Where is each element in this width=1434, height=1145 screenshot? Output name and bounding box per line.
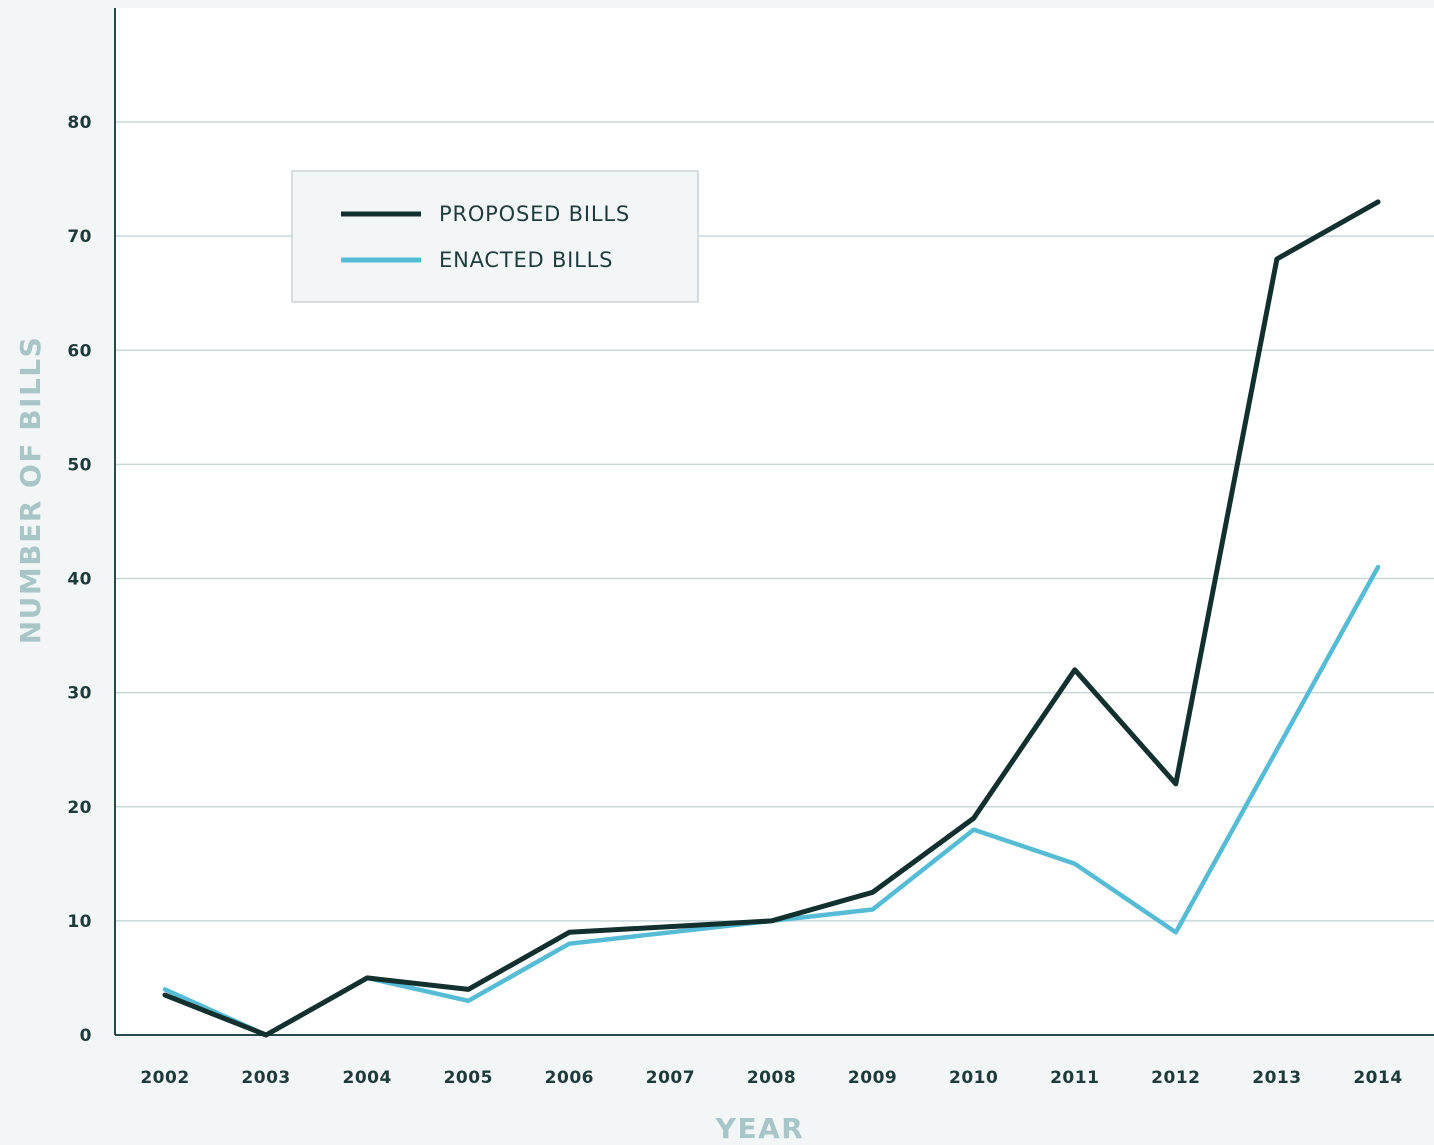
- legend-label-enacted: ENACTED BILLS: [439, 248, 613, 272]
- series-lines: [162, 199, 1381, 1038]
- y-tick-labels: 0 10 20 30 40 50 60 70 80: [67, 113, 92, 1046]
- legend-box: [291, 170, 699, 303]
- x-tick-label-2002: 2002: [140, 1068, 189, 1088]
- x-tick-label-2006: 2006: [545, 1068, 594, 1088]
- x-tick-label-2005: 2005: [444, 1068, 493, 1088]
- x-tick-labels: 2002 2003 2004 2005 2006 2007 2008 2009 2010 2011…: [140, 1068, 1402, 1088]
- y-tick-label-10: 10: [67, 912, 92, 932]
- y-tick-label-40: 40: [67, 570, 92, 590]
- plot-area: [115, 8, 1434, 1035]
- y-tick-label-0: 0: [80, 1026, 92, 1046]
- y-tick-label-50: 50: [67, 455, 92, 475]
- x-tick-label-2013: 2013: [1252, 1068, 1301, 1088]
- legend: PROPOSED BILLS ENACTED BILLS: [291, 170, 699, 303]
- x-tick-label-2011: 2011: [1050, 1068, 1099, 1088]
- series-line-proposed-bills: [162, 199, 1381, 1038]
- x-tick-label-2008: 2008: [747, 1068, 796, 1088]
- y-tick-label-30: 30: [67, 684, 92, 704]
- y-tick-label-80: 80: [67, 113, 92, 133]
- x-tick-label-2012: 2012: [1151, 1068, 1200, 1088]
- x-tick-label-2014: 2014: [1353, 1068, 1402, 1088]
- x-tick-label-2009: 2009: [848, 1068, 897, 1088]
- x-tick-label-2010: 2010: [949, 1068, 998, 1088]
- y-tick-label-70: 70: [67, 227, 92, 247]
- legend-label-proposed: PROPOSED BILLS: [439, 202, 630, 226]
- x-tick-label-2007: 2007: [646, 1068, 695, 1088]
- x-tick-label-2003: 2003: [241, 1068, 290, 1088]
- x-tick-label-2004: 2004: [343, 1068, 392, 1088]
- y-tick-label-20: 20: [67, 798, 92, 818]
- y-tick-label-60: 60: [67, 341, 92, 361]
- x-axis-title: YEAR: [715, 1112, 805, 1145]
- y-axis-title: NUMBER OF BILLS: [14, 336, 47, 645]
